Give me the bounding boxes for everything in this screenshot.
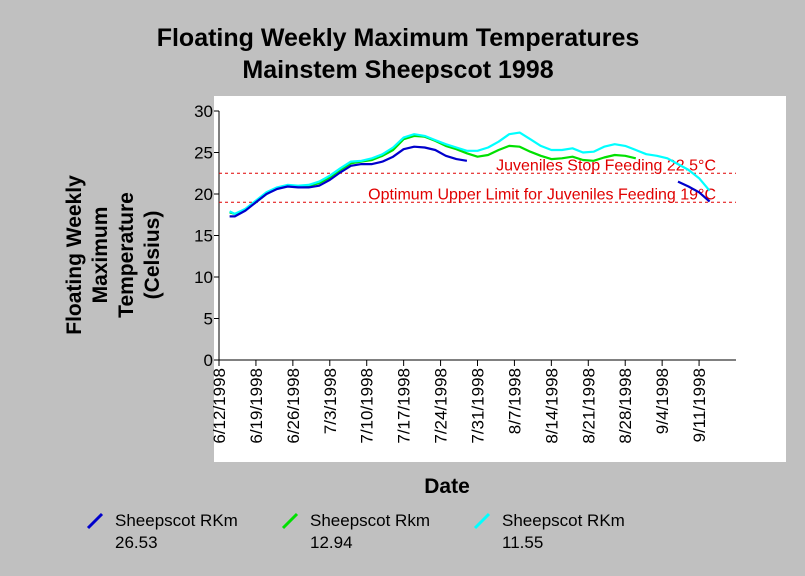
y-axis-title-line: Maximum — [89, 207, 112, 304]
y-axis-title: Floating Weekly Maximum Temperature (Celsiu… — [63, 175, 164, 335]
series-line-3 — [229, 131, 711, 215]
y-tick-label: 15 — [194, 227, 213, 246]
y-tick-label: 5 — [204, 310, 213, 329]
chart-subtitle: Mainstem Sheepscot 1998 — [242, 56, 553, 84]
y-tick-label: 30 — [194, 102, 213, 121]
legend-swatch — [281, 512, 299, 530]
legend-label: Sheepscot RKm — [115, 511, 238, 530]
x-tick-label: 9/11/1998 — [690, 368, 709, 442]
legend-label: 12.94 — [310, 533, 353, 552]
x-tick-label: 7/3/1998 — [321, 368, 340, 434]
x-tick-label: 6/19/1998 — [247, 368, 266, 444]
x-axis-ticks: 6/12/1998 6/19/1998 6/26/1998 7/3/1998 7/10/… — [210, 360, 709, 444]
series-group — [229, 131, 711, 218]
x-tick-label: 6/12/1998 — [210, 368, 229, 444]
legend-swatch — [473, 512, 491, 530]
y-tick-label: 20 — [194, 185, 213, 204]
y-axis-title-line: Temperature — [115, 192, 138, 318]
legend-label: Sheepscot Rkm — [310, 511, 430, 530]
x-axis-title: Date — [424, 475, 470, 498]
y-tick-label: 25 — [194, 144, 213, 163]
legend-label: 11.55 — [502, 533, 543, 552]
x-tick-label: 7/24/1998 — [432, 368, 451, 444]
x-tick-label: 8/7/1998 — [505, 368, 524, 434]
legend: Sheepscot RKm 26.53 Sheepscot Rkm 12.94 Shee… — [86, 511, 625, 552]
series-line-1 — [677, 180, 711, 203]
y-axis-ticks: 0 5 10 15 20 25 30 — [194, 102, 219, 370]
y-axis-title-line: (Celsius) — [141, 211, 164, 300]
legend-label: 26.53 — [115, 533, 158, 552]
legend-swatch — [86, 512, 104, 530]
reference-line-label: Optimum Upper Limit for Juveniles Feedin… — [368, 186, 716, 203]
x-tick-label: 8/14/1998 — [542, 368, 561, 444]
x-tick-label: 7/17/1998 — [395, 368, 414, 444]
legend-label: Sheepscot RKm — [502, 511, 625, 530]
x-tick-label: 8/28/1998 — [616, 368, 635, 444]
plot-area — [214, 96, 786, 462]
series-line-1 — [229, 145, 468, 218]
x-tick-label: 8/21/1998 — [579, 368, 598, 444]
x-tick-label: 9/4/1998 — [653, 368, 672, 434]
chart-title: Floating Weekly Maximum Temperatures — [157, 24, 640, 52]
x-tick-label: 6/26/1998 — [284, 368, 303, 444]
x-tick-label: 7/10/1998 — [358, 368, 377, 444]
y-tick-label: 0 — [204, 351, 213, 370]
reference-line-label: Juveniles Stop Feeding 22.5°C — [496, 157, 716, 174]
y-tick-label: 10 — [194, 268, 213, 287]
reference-lines: Juveniles Stop Feeding 22.5°C Optimum Upp… — [219, 157, 736, 203]
x-tick-label: 7/31/1998 — [469, 368, 488, 444]
y-axis-title-line: Floating Weekly — [63, 175, 86, 335]
